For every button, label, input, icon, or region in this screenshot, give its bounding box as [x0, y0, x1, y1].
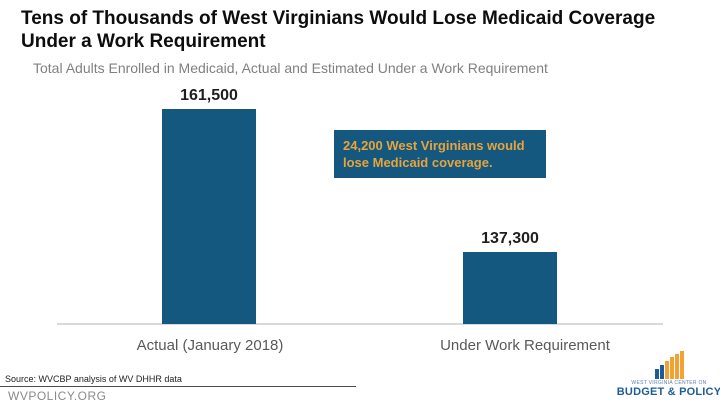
chart-subtitle: Total Adults Enrolled in Medicaid, Actua… [33, 60, 548, 76]
category-label-actual: Actual (January 2018) [136, 337, 284, 354]
bar-actual [162, 109, 256, 324]
logo-bar [674, 354, 679, 379]
callout-line1: 24,200 West Virginians would [343, 138, 525, 153]
bar-under-work-requirement [463, 252, 557, 324]
callout-line2: lose Medicaid coverage. [343, 155, 493, 170]
logo-bar [679, 351, 684, 379]
category-label-under-work-requirement: Under Work Requirement [440, 337, 610, 354]
chart-baseline [57, 323, 663, 325]
source-note: Source: WVCBP analysis of WV DHHR data [5, 374, 182, 384]
callout-box: 24,200 West Virginians would lose Medica… [334, 130, 546, 178]
page-title-line1: Tens of Thousands of West Virginians Wou… [21, 8, 656, 29]
logo-bar [664, 361, 669, 379]
value-label-under-work-requirement: 137,300 [481, 230, 539, 247]
logo-bar [659, 365, 664, 379]
ascending-bars-icon [654, 351, 684, 379]
logo-bar [669, 357, 674, 379]
logo-org-title: BUDGET & POLICY [616, 386, 720, 398]
page-title: Tens of Thousands of West Virginians Wou… [21, 7, 711, 53]
logo-bar [654, 369, 659, 379]
logo-org-name: WEST VIRGINIA CENTER ON [631, 380, 707, 386]
footer-url: WVPOLICY.ORG [8, 389, 107, 403]
value-label-actual: 161,500 [180, 87, 238, 104]
org-logo: WEST VIRGINIA CENTER ON BUDGET & POLICY [616, 351, 720, 401]
source-divider [0, 386, 356, 387]
page-title-line2: Under a Work Requirement [21, 31, 266, 52]
